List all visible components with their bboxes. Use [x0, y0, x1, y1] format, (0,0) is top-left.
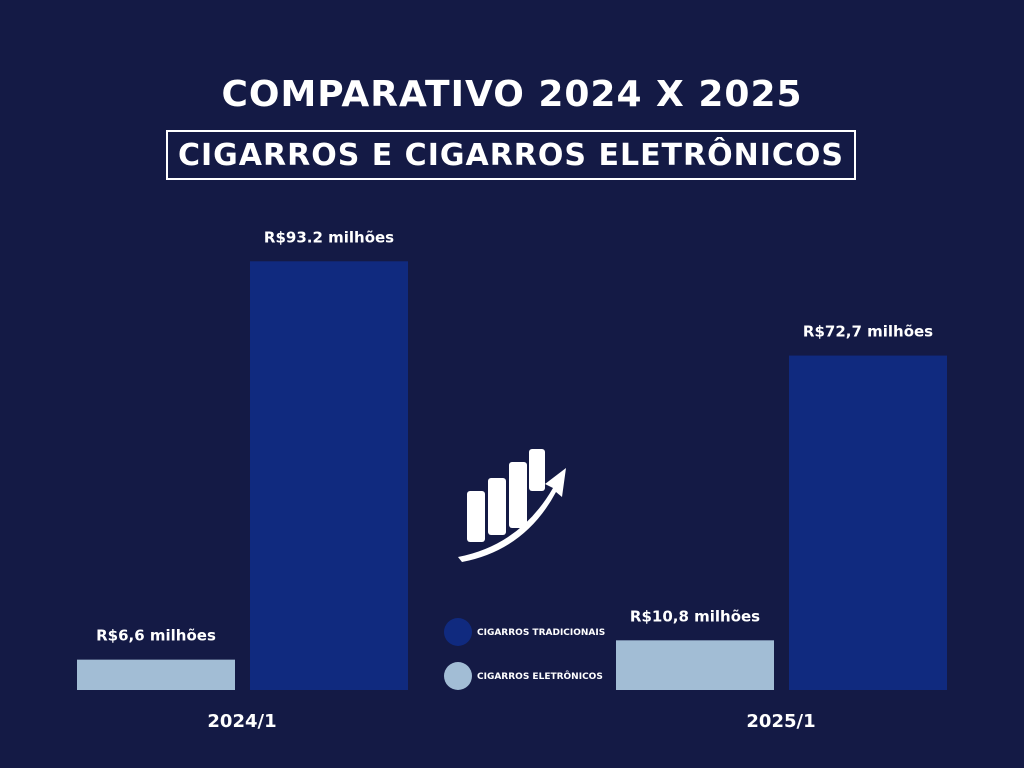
bar-tradicionais-1: [789, 355, 947, 690]
category-label: 2024/1: [207, 711, 276, 732]
legend-swatch: [444, 662, 472, 690]
category-label: 2025/1: [746, 711, 815, 732]
bar-value-label: R$10,8 milhões: [630, 607, 760, 625]
subtitle-box: CIGARROS E CIGARROS ELETRÔNICOS: [166, 130, 856, 180]
growth-chart-arrow-icon: [458, 449, 566, 562]
category-labels-group: 2024/1 2025/1: [207, 711, 815, 732]
chart-subtitle: CIGARROS E CIGARROS ELETRÔNICOS: [177, 137, 845, 173]
legend-swatch: [444, 618, 472, 646]
legend-label: CIGARROS ELETRÔNICOS: [477, 670, 603, 682]
bar-value-label: R$72,7 milhões: [803, 323, 933, 341]
bar-labels-group: R$6,6 milhões R$93.2 milhões R$10,8 milhõe…: [96, 228, 933, 644]
bar-eletronicos-1: [616, 640, 774, 690]
bars-group: [77, 261, 947, 690]
legend-label: CIGARROS TRADICIONAIS: [477, 628, 605, 638]
chart-title: COMPARATIVO 2024 X 2025: [221, 74, 803, 115]
bar-eletronicos-0: [77, 659, 235, 690]
bar-value-label: R$6,6 milhões: [96, 627, 216, 645]
chart-legend: CIGARROS TRADICIONAIS CIGARROS ELETRÔNICO…: [444, 618, 605, 690]
bar-value-label: R$93.2 milhões: [264, 228, 394, 246]
bar-tradicionais-0: [250, 261, 408, 690]
